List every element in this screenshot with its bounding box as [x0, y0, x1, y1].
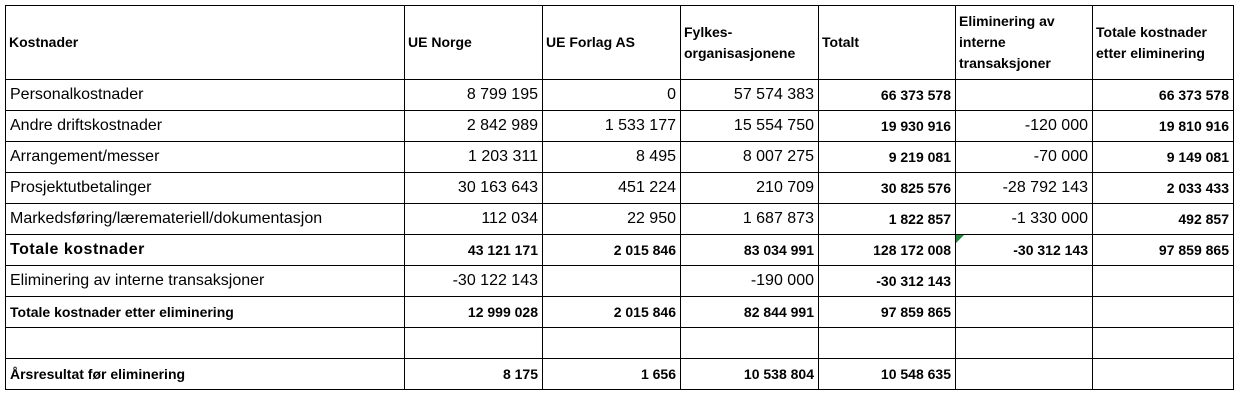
table-cell: Personalkostnader [5, 79, 405, 111]
table-cell: Arrangement/messer [5, 141, 405, 173]
table-cell: 82 844 991 [680, 296, 819, 328]
table-cell: 8 495 [542, 141, 681, 173]
table-cell: -190 000 [680, 265, 819, 297]
table-cell: 97 859 865 [1092, 234, 1234, 266]
table-body: Kostnader UE Norge UE Forlag AS Fylkes-orga… [5, 5, 1234, 390]
table-cell: 57 574 383 [680, 79, 819, 111]
table-row [5, 327, 1234, 359]
table-cell [1092, 265, 1234, 297]
table-cell: 1 687 873 [680, 203, 819, 235]
table-cell [404, 327, 543, 359]
table-cell: 1 656 [542, 358, 681, 390]
table-cell: Årsresultat før eliminering [5, 358, 405, 390]
table-cell: 19 930 916 [818, 110, 956, 142]
table-cell: 10 548 635 [818, 358, 956, 390]
header-cell: Totale kostnader etter eliminering [1092, 5, 1234, 80]
table-cell: -30 312 143 [955, 234, 1093, 266]
table-cell: 1 533 177 [542, 110, 681, 142]
header-cell: Totalt [818, 5, 956, 80]
table-cell: 30 163 643 [404, 172, 543, 204]
header-cell: Fylkes-organisasjonene [680, 5, 819, 80]
table-cell [1092, 296, 1234, 328]
table-cell: 8 007 275 [680, 141, 819, 173]
table-cell: 19 810 916 [1092, 110, 1234, 142]
table-cell: 2 842 989 [404, 110, 543, 142]
table-cell: -120 000 [955, 110, 1093, 142]
table-cell: -30 122 143 [404, 265, 543, 297]
table-row: Eliminering av interne transaksjoner -30 … [5, 265, 1234, 297]
table-cell: 128 172 008 [818, 234, 956, 266]
table-cell: Andre driftskostnader [5, 110, 405, 142]
table-cell: Totale kostnader etter eliminering [5, 296, 405, 328]
table-cell: -28 792 143 [955, 172, 1093, 204]
table-cell [5, 327, 405, 359]
table-cell: Markedsføring/læremateriell/dokumentasjo… [5, 203, 405, 235]
table-cell [818, 327, 956, 359]
table-cell: 9 219 081 [818, 141, 956, 173]
table-cell: 2 015 846 [542, 296, 681, 328]
table-row: Årsresultat før eliminering 8 175 1 656 10 … [5, 358, 1234, 390]
table-cell: -70 000 [955, 141, 1093, 173]
cost-table: Kostnader UE Norge UE Forlag AS Fylkes-orga… [5, 5, 1234, 390]
table-cell [955, 265, 1093, 297]
table-cell: 66 373 578 [818, 79, 956, 111]
table-cell: 1 203 311 [404, 141, 543, 173]
table-row: Prosjektutbetalinger 30 163 643 451 224 210… [5, 172, 1234, 204]
table-cell: 15 554 750 [680, 110, 819, 142]
table-row: Andre driftskostnader 2 842 989 1 533 177 1… [5, 110, 1234, 142]
table-cell: 492 857 [1092, 203, 1234, 235]
table-cell [1092, 327, 1234, 359]
table-cell [1092, 358, 1234, 390]
header-cell: UE Norge [404, 5, 543, 80]
table-cell [542, 327, 681, 359]
table-row: Personalkostnader 8 799 195 0 57 574 383 66 … [5, 79, 1234, 111]
table-row: Totale kostnader etter eliminering 12 999… [5, 296, 1234, 328]
table-cell [955, 358, 1093, 390]
table-cell: 451 224 [542, 172, 681, 204]
table-cell: 30 825 576 [818, 172, 956, 204]
table-cell: 1 822 857 [818, 203, 956, 235]
table-cell: 210 709 [680, 172, 819, 204]
table-cell: 83 034 991 [680, 234, 819, 266]
table-cell: 66 373 578 [1092, 79, 1234, 111]
table-cell: 9 149 081 [1092, 141, 1234, 173]
table-cell: 12 999 028 [404, 296, 543, 328]
table-cell: 22 950 [542, 203, 681, 235]
table-cell: 8 799 195 [404, 79, 543, 111]
header-cell: Eliminering av interne transaksjoner [955, 5, 1093, 80]
header-row: Kostnader UE Norge UE Forlag AS Fylkes-orga… [5, 5, 1234, 80]
table-cell: -30 312 143 [818, 265, 956, 297]
table-cell: Prosjektutbetalinger [5, 172, 405, 204]
table-cell: 97 859 865 [818, 296, 956, 328]
table-cell: 0 [542, 79, 681, 111]
table-cell: -1 330 000 [955, 203, 1093, 235]
table-cell: 8 175 [404, 358, 543, 390]
table-row: Totale kostnader 43 121 171 2 015 846 83 03… [5, 234, 1234, 266]
table-cell: 2 015 846 [542, 234, 681, 266]
header-cell: UE Forlag AS [542, 5, 681, 80]
table-row: Markedsføring/læremateriell/dokumentasjo… [5, 203, 1234, 235]
table-cell [955, 296, 1093, 328]
table-row: Arrangement/messer 1 203 311 8 495 8 007 27… [5, 141, 1234, 173]
table-cell: Eliminering av interne transaksjoner [5, 265, 405, 297]
table-cell: 43 121 171 [404, 234, 543, 266]
table-cell [955, 79, 1093, 111]
header-cell: Kostnader [5, 5, 405, 80]
table-cell: 10 538 804 [680, 358, 819, 390]
table-cell: Totale kostnader [5, 234, 405, 266]
table-cell [680, 327, 819, 359]
table-cell [542, 265, 681, 297]
table-cell: 112 034 [404, 203, 543, 235]
table-cell: 2 033 433 [1092, 172, 1234, 204]
table-cell [955, 327, 1093, 359]
